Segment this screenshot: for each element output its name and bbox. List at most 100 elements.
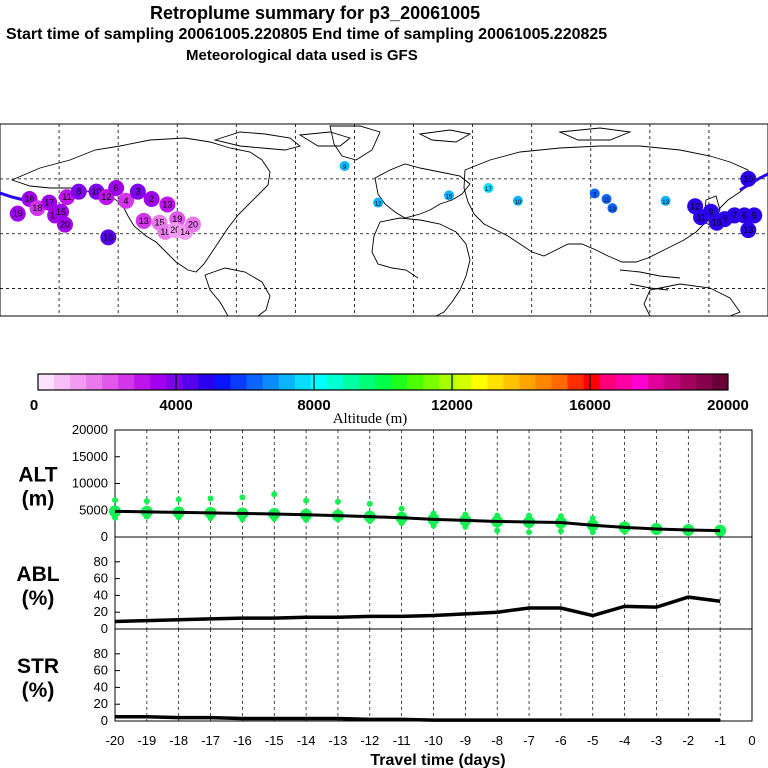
colorbar-swatch [519,374,536,390]
x-tick-label: 0 [748,733,755,748]
x-tick-label: -18 [169,733,188,748]
plume-marker [589,188,600,199]
altitude-point [398,505,405,512]
plume-marker [9,205,26,222]
y-tick-label: 15000 [72,449,108,464]
colorbar-swatch [631,374,649,390]
colorbar-swatch [663,374,681,390]
plume-marker-label: 16 [25,194,35,204]
plume-marker [483,183,494,193]
plume-marker-label: 8 [722,214,727,224]
colorbar-swatch [358,374,376,390]
plume-marker-label: 9 [708,207,713,217]
y-tick-label: 20 [94,696,108,711]
plume-marker-label: 19 [13,209,23,219]
plume-marker-label: 11 [696,212,705,222]
chart-title: Retroplume summary for p3_20061005 [150,3,481,23]
plume-marker-label: 16 [712,218,722,228]
panel-label: ALT [18,464,57,487]
colorbar-tick: 16000 [569,397,611,414]
plume-marker-label: 12 [690,201,700,211]
x-tick-label: -6 [555,733,567,748]
colorbar-swatch [599,374,617,390]
plume-marker [100,229,117,246]
plume-marker [443,190,454,201]
colorbar-tick: 20000 [707,397,749,414]
altitude-point [143,513,150,520]
plume-marker [70,183,87,200]
plume-marker-label: 4 [124,196,129,206]
colorbar-swatch [615,374,633,390]
y-tick-label: 20000 [72,422,108,437]
plume-marker-label: 2 [149,194,154,204]
panel-label: ABL [16,563,59,586]
y-tick-label: 40 [94,679,108,694]
colorbar-frame [37,373,729,391]
plume-marker-label: 10 [515,200,522,206]
x-tick-label: -4 [619,733,631,748]
altitude-point [175,496,182,503]
y-tick-label: 80 [94,554,108,569]
x-tick-label: -3 [651,733,663,748]
altitude-point [109,505,121,518]
altitude-point [494,527,501,534]
altitude-line [114,509,721,533]
y-tick-label: 60 [94,571,108,586]
plume-marker-label: 9 [343,165,347,171]
plume-marker [53,203,70,220]
colorbar-swatch [326,374,344,390]
colorbar-swatch [471,374,488,390]
plume-marker-label: 13 [162,199,172,209]
plume-marker-label: 20 [188,220,198,230]
colorbar-swatch [310,374,328,390]
y-tick-label: 0 [101,621,108,636]
colorbar-swatch [695,374,713,390]
colorbar-swatch [166,374,183,390]
plume-marker-label: 11 [603,198,610,204]
plume-marker-label: 13 [662,200,669,206]
altitude-point [271,491,278,498]
plume-marker [135,212,152,229]
plume-marker [108,180,125,196]
altitude-point [462,523,469,530]
plume-marker-label: 12 [375,202,382,208]
x-tick-label: -14 [297,733,316,748]
colorbar-swatch [503,374,520,390]
colorbar-swatch [391,374,408,390]
coastlines [10,125,753,317]
plume-marker-label: 13 [743,225,753,235]
y-tick-label: 80 [94,646,108,661]
colorbar-swatch [182,374,199,390]
plume-marker [56,216,73,233]
colorbar-swatch [214,374,232,390]
plume-marker-label: 18 [32,203,42,213]
plume-marker [746,207,763,224]
altitude-point [207,495,214,502]
map-frame [0,123,768,317]
y-tick-label: 10000 [72,476,108,491]
colorbar-swatch [679,374,697,390]
plume-marker-label: 15 [154,218,164,228]
altitude-point [112,497,118,504]
altitude-point [175,514,182,521]
plume-marker-label: 11 [62,192,71,202]
plume-marker-label: 14 [180,227,190,237]
altitude-point [334,498,341,505]
colorbar-swatch [711,374,729,390]
y-tick-label: 60 [94,663,108,678]
colorbar-swatch [86,374,103,390]
colorbar-swatch [423,374,440,390]
colorbar-swatch [551,374,569,390]
plume-marker [339,161,350,172]
time-series-panels: 05000100001500020000ALT(m)020406080ABL(%… [16,422,755,768]
colorbar-swatch [647,374,665,390]
panel-unit: (%) [22,679,55,702]
plume-marker [607,203,618,214]
plume-markers: 1916181716151181012643213151319182014202… [9,161,763,246]
colorbar-swatch [535,374,552,390]
colorbar-swatch [38,374,55,390]
plume-marker [184,216,201,233]
colorbar-swatch [294,374,312,390]
altitude-point [398,520,405,527]
plume-marker-label: 13 [609,207,616,213]
